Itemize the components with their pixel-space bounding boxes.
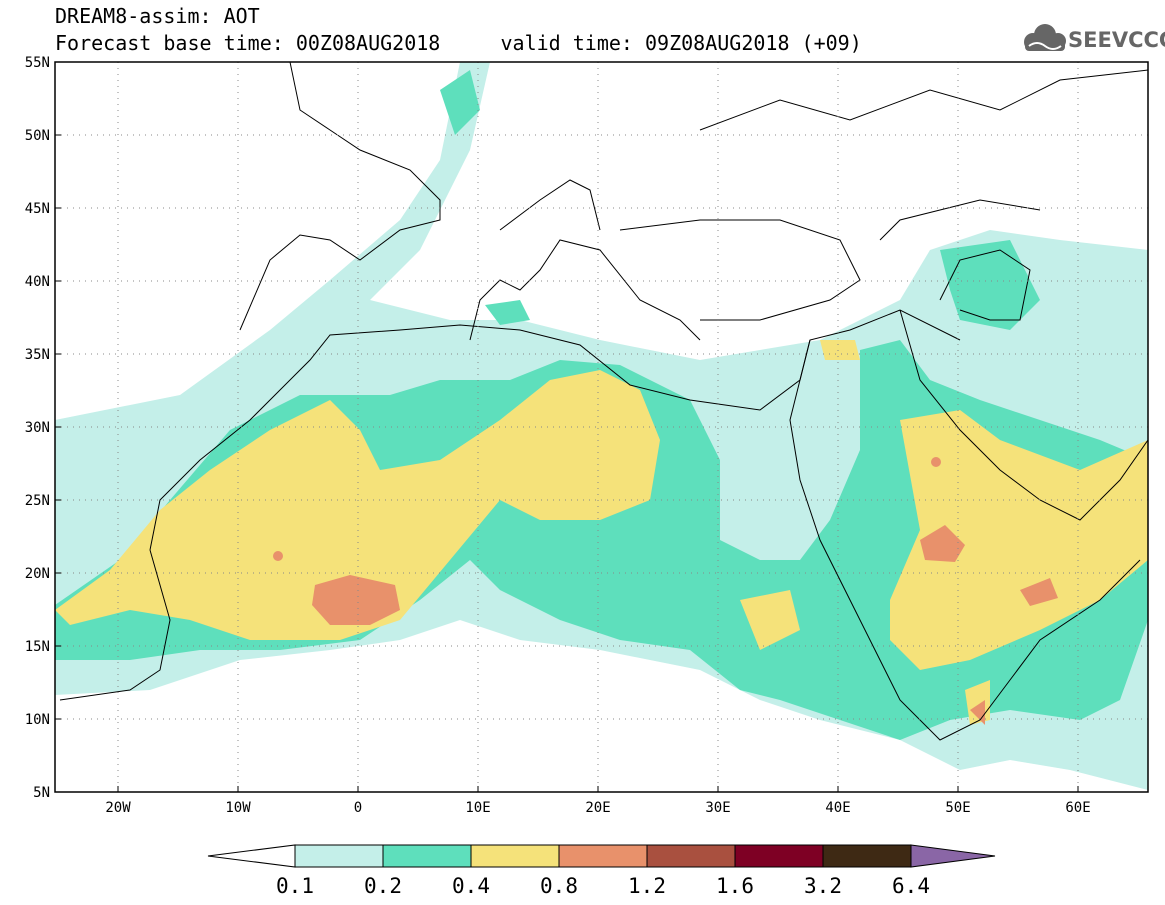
- lat-tick-label: 10N: [25, 712, 50, 728]
- colorbar-segment: [734, 844, 824, 868]
- lon-tick-label: 20E: [585, 800, 610, 816]
- lat-tick-label: 20N: [25, 566, 50, 582]
- lon-tick-label: 30E: [705, 800, 730, 816]
- colorbar-label: 0.4: [452, 874, 490, 898]
- tick-marks: [55, 61, 1079, 793]
- cloud-icon: [1024, 24, 1066, 51]
- lat-tick-label: 50N: [25, 128, 50, 144]
- lat-tick-label: 15N: [25, 639, 50, 655]
- lon-labels: 20W 10W 0 10E 20E 30E 40E 50E 60E: [105, 800, 1090, 816]
- colorbar-segment: [558, 844, 648, 868]
- lat-tick-label: 40N: [25, 274, 50, 290]
- colorbar-label: 1.2: [628, 874, 666, 898]
- colorbar-segment: [382, 844, 472, 868]
- colorbar-segment: [822, 844, 912, 868]
- lon-tick-label: 20W: [105, 800, 131, 816]
- lat-tick-label: 5N: [33, 785, 50, 801]
- colorbar-label: 0.1: [276, 874, 314, 898]
- lon-tick-label: 0: [354, 800, 362, 816]
- plot-title: DREAM8-assim: AOT: [55, 4, 260, 28]
- aot-contour-0.8: [273, 457, 1058, 725]
- lat-tick-label: 35N: [25, 347, 50, 363]
- plot-subtitle: Forecast base time: 00Z08AUG2018 valid t…: [55, 31, 862, 55]
- lat-tick-label: 30N: [25, 420, 50, 436]
- lon-tick-label: 50E: [945, 800, 970, 816]
- colorbar-label: 0.2: [364, 874, 402, 898]
- colorbar-label: 6.4: [892, 874, 930, 898]
- colorbar-label: 0.8: [540, 874, 578, 898]
- grid-lines: [55, 62, 1148, 792]
- colorbar-segment-over: [910, 844, 996, 868]
- lon-tick-label: 10E: [465, 800, 490, 816]
- lon-tick-label: 60E: [1065, 800, 1090, 816]
- lat-tick-label: 45N: [25, 201, 50, 217]
- lat-labels: 55N 50N 45N 40N 35N 30N 25N 20N 15N 10N …: [25, 55, 50, 801]
- lat-tick-label: 55N: [25, 55, 50, 71]
- lon-tick-label: 10W: [225, 800, 251, 816]
- colorbar-segment-under: [207, 844, 296, 868]
- colorbar-label: 1.6: [716, 874, 754, 898]
- logo-text: SEEVCCC: [1068, 28, 1165, 52]
- lat-tick-label: 25N: [25, 493, 50, 509]
- colorbar-segment: [470, 844, 560, 868]
- lon-tick-label: 40E: [825, 800, 850, 816]
- colorbar-label: 3.2: [804, 874, 842, 898]
- colorbar: 0.1 0.2 0.4 0.8 1.2 1.6 3.2 6.4: [207, 844, 996, 898]
- colorbar-segment: [646, 844, 736, 868]
- colorbar-segment: [294, 844, 384, 868]
